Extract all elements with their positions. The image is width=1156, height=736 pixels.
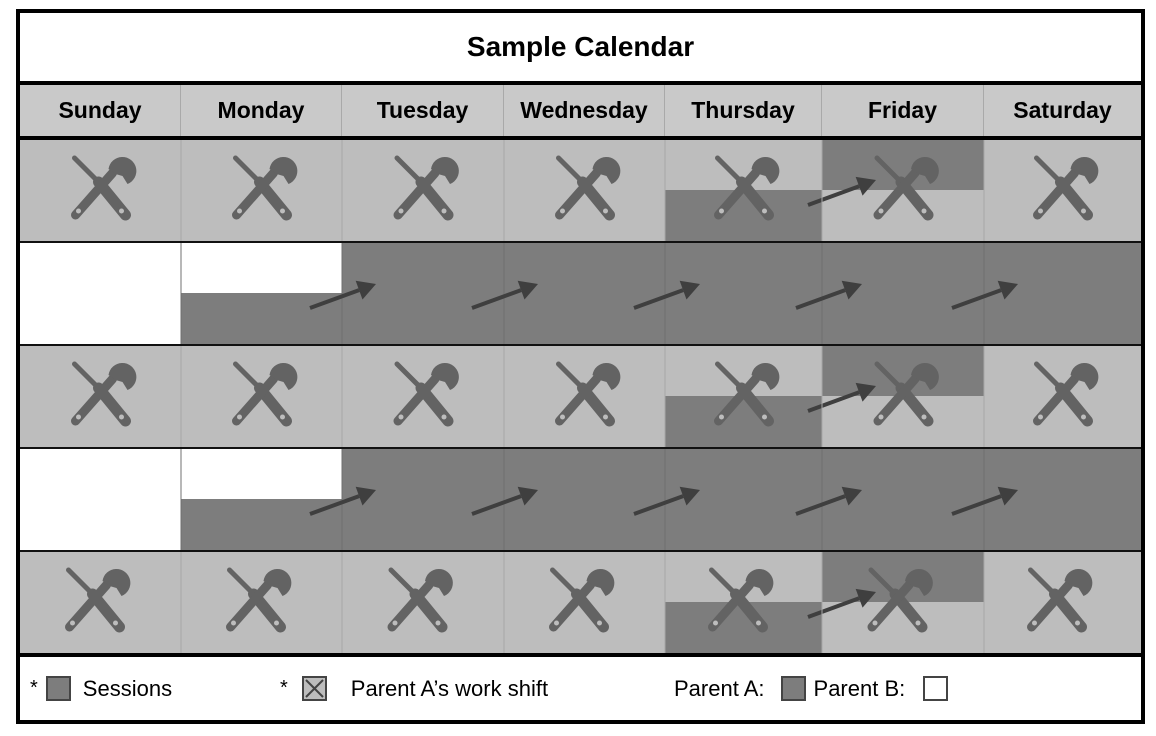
tools-icon	[387, 567, 453, 633]
tools-icon	[714, 155, 780, 221]
parent-a-swatch	[780, 676, 806, 701]
parent-a-block	[342, 243, 1141, 344]
tools-icon	[714, 361, 780, 427]
legend-parents: Parent A: Parent B:	[674, 657, 949, 720]
calendar-title: Sample Calendar	[466, 31, 695, 62]
tools-icon	[65, 567, 131, 633]
calendar-frame: Sample Calendar Sunday Monday Tuesday We…	[16, 9, 1145, 724]
parent-b-label: Parent B:	[813, 675, 906, 701]
tools-icon	[708, 567, 774, 633]
weekday-thursday: Thursday	[665, 85, 822, 136]
calendar-grid-graphic	[20, 140, 1141, 653]
day-cell	[20, 449, 181, 550]
day-cell	[181, 243, 342, 293]
transfer-arrow	[951, 486, 1018, 516]
tools-icon	[555, 361, 621, 427]
parent-b-swatch	[923, 676, 949, 701]
parent-a-block	[342, 449, 1141, 550]
sessions-swatch	[45, 676, 71, 701]
transfer-arrow	[309, 280, 376, 310]
parent-a-block	[181, 293, 342, 344]
header-divider	[20, 136, 1141, 140]
tools-icon	[1033, 155, 1099, 221]
work-shift-label: Parent A’s work shift	[350, 675, 549, 701]
transfer-arrow	[795, 486, 862, 516]
title-divider	[20, 81, 1141, 85]
weekday-wednesday: Wednesday	[504, 85, 665, 136]
transfer-arrow	[471, 486, 538, 516]
legend-sessions: * Sessions	[30, 657, 172, 720]
transfer-arrow	[633, 486, 700, 516]
tools-icon	[393, 155, 459, 221]
tools-icon	[867, 567, 933, 633]
day-cell	[181, 449, 342, 499]
weekday-tuesday: Tuesday	[342, 85, 504, 136]
tools-icon	[549, 567, 615, 633]
sessions-label: Sessions	[82, 675, 173, 701]
transfer-arrow	[633, 280, 700, 310]
transfer-arrow	[309, 486, 376, 516]
tools-icon	[226, 567, 292, 633]
parent-a-block	[665, 396, 822, 447]
transfer-arrow	[951, 280, 1018, 310]
legend-divider	[20, 653, 1141, 657]
handoff-arrow	[807, 176, 876, 207]
weekday-saturday: Saturday	[1013, 97, 1112, 123]
work-shift-swatch-icon	[301, 676, 327, 701]
tools-icon	[393, 361, 459, 427]
legend: * Sessions * Parent A’s work shift Paren…	[20, 657, 1141, 720]
transfer-arrow	[471, 280, 538, 310]
legend-work-shift: * Parent A’s work shift	[280, 657, 548, 720]
tools-icon	[71, 361, 137, 427]
handoff-arrow	[807, 382, 876, 413]
parent-a-block	[665, 190, 822, 241]
parent-a-block	[181, 499, 342, 550]
tools-icon	[555, 155, 621, 221]
day-cell	[20, 243, 181, 344]
tools-icon	[873, 361, 939, 427]
tools-icon	[873, 155, 939, 221]
tools-icon	[232, 155, 298, 221]
parent-a-label: Parent A:	[674, 675, 765, 701]
legend-asterisk: *	[280, 677, 288, 699]
transfer-arrow	[795, 280, 862, 310]
tools-icon	[232, 361, 298, 427]
tools-icon	[71, 155, 137, 221]
weekday-sunday: Sunday	[20, 85, 181, 136]
weekday-header-row: Sunday Monday Tuesday Wednesday Thursday…	[20, 85, 1141, 136]
tools-icon	[1033, 361, 1099, 427]
tools-icon	[1027, 567, 1093, 633]
legend-asterisk: *	[30, 677, 38, 699]
weekday-friday: Friday	[822, 85, 984, 136]
weekday-monday: Monday	[181, 85, 342, 136]
calendar-grid	[20, 140, 1141, 653]
handoff-arrow	[807, 588, 876, 619]
